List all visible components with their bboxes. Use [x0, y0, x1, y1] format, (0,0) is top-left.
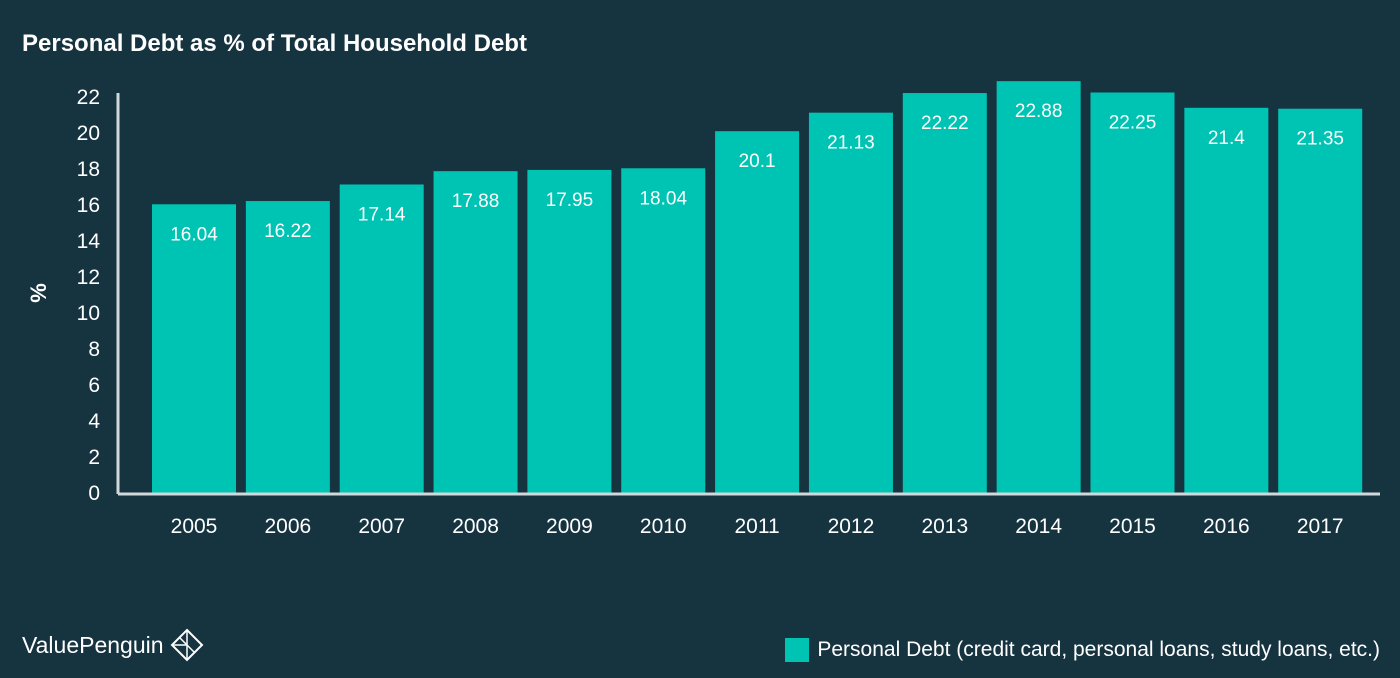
- x-tick-2008: 2008: [452, 515, 499, 538]
- bar-2015: [1090, 92, 1175, 493]
- bar-2007: [339, 184, 424, 494]
- penguin-diamond-icon: [170, 628, 203, 662]
- bar-2008: [433, 171, 518, 493]
- value-label-2012: 21.13: [827, 133, 875, 154]
- legend-label: Personal Debt (credit card, personal loa…: [817, 638, 1380, 661]
- bar-2013: [902, 93, 987, 493]
- x-tick-2012: 2012: [828, 515, 875, 538]
- bar-2014: [996, 81, 1081, 493]
- bar-2011: [715, 131, 800, 493]
- x-tick-labels-group: 2005 2006 2007 2008 2009 2010 2011 2012 2013 2014…: [171, 515, 1344, 538]
- value-label-2009: 17.95: [546, 190, 594, 211]
- value-labels-group: 16.04 16.22 17.14 17.88 17.95 18.04 20.1 21.13 2…: [170, 101, 1344, 245]
- value-label-2005: 16.04: [170, 224, 218, 245]
- legend: Personal Debt (credit card, personal loa…: [785, 638, 1380, 662]
- x-tick-2006: 2006: [264, 515, 311, 538]
- bars-group: [152, 81, 1363, 494]
- y-tick-16: 16: [77, 194, 100, 217]
- bar-chart: 16.04 16.22 17.14 17.88 17.95 18.04 20.1 21.13 2…: [26, 81, 1380, 538]
- x-tick-2016: 2016: [1203, 515, 1250, 538]
- y-tick-8: 8: [88, 338, 100, 361]
- y-tick-20: 20: [77, 122, 100, 145]
- y-axis-label: %: [26, 283, 51, 303]
- bar-2005: [152, 204, 236, 493]
- x-tick-2017: 2017: [1297, 515, 1344, 538]
- y-tick-0: 0: [88, 482, 100, 505]
- x-tick-2013: 2013: [921, 515, 968, 538]
- x-tick-2015: 2015: [1109, 515, 1156, 538]
- value-label-2014: 22.88: [1015, 101, 1063, 122]
- x-tick-2009: 2009: [546, 515, 593, 538]
- value-label-2017: 21.35: [1296, 129, 1344, 150]
- value-label-2013: 22.22: [921, 113, 969, 134]
- bar-2012: [808, 112, 893, 493]
- bar-2010: [621, 168, 706, 493]
- y-tick-22: 22: [77, 86, 100, 109]
- value-label-2015: 22.25: [1109, 113, 1157, 134]
- bar-2006: [245, 201, 330, 494]
- y-tick-12: 12: [77, 266, 100, 289]
- value-label-2007: 17.14: [358, 204, 406, 225]
- x-tick-2005: 2005: [171, 515, 218, 538]
- legend-swatch: [785, 638, 810, 662]
- bar-2017: [1278, 108, 1363, 493]
- bar-2009: [527, 169, 612, 493]
- chart-title: Personal Debt as % of Total Household De…: [22, 30, 527, 57]
- y-tick-6: 6: [88, 374, 100, 397]
- y-tick-10: 10: [77, 302, 100, 325]
- brand-logo: ValuePenguin: [22, 628, 204, 662]
- value-label-2016: 21.4: [1208, 128, 1245, 149]
- x-tick-2007: 2007: [358, 515, 405, 538]
- y-tick-2: 2: [88, 446, 100, 469]
- x-tick-2011: 2011: [735, 515, 780, 538]
- value-label-2011: 20.1: [739, 151, 776, 172]
- x-tick-2014: 2014: [1015, 515, 1062, 538]
- x-tick-2010: 2010: [640, 515, 687, 538]
- y-tick-14: 14: [77, 230, 101, 253]
- y-tick-18: 18: [77, 158, 100, 181]
- bar-2016: [1184, 107, 1269, 494]
- y-tick-4: 4: [88, 410, 100, 433]
- value-label-2008: 17.88: [452, 191, 500, 212]
- value-label-2010: 18.04: [639, 188, 687, 209]
- y-tick-labels-group: 0 2 4 6 8 10 12 14 16 18 20 22: [77, 86, 101, 505]
- value-label-2006: 16.22: [264, 221, 312, 242]
- brand-name: ValuePenguin: [22, 631, 164, 658]
